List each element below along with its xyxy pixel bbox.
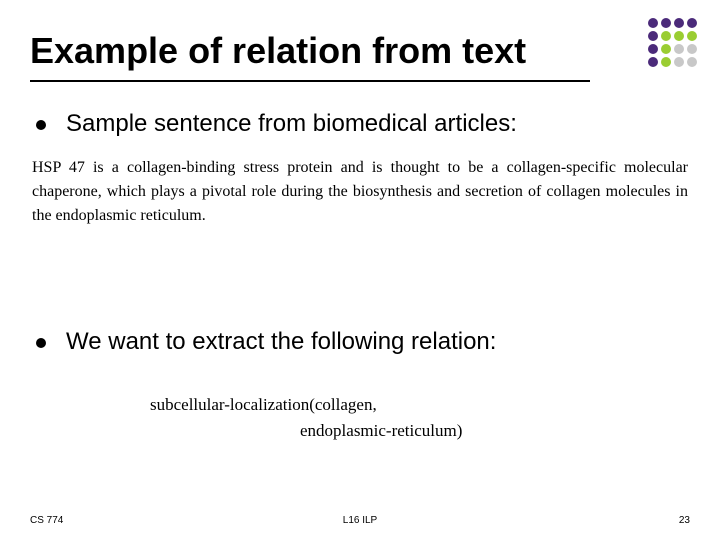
relation-line-2: endoplasmic-reticulum) <box>150 418 690 444</box>
bullet-icon <box>36 338 46 348</box>
grid-dot <box>661 18 671 28</box>
grid-dot <box>674 18 684 28</box>
slide-title: Example of relation from text <box>30 30 690 72</box>
grid-dot <box>648 57 658 67</box>
footer-right: 23 <box>679 515 690 526</box>
bullet-item-1: Sample sentence from biomedical articles… <box>30 110 690 138</box>
grid-dot <box>687 57 697 67</box>
bullet-text-1: Sample sentence from biomedical articles… <box>66 110 517 138</box>
sample-sentence-excerpt: HSP 47 is a collagen-binding stress prot… <box>32 156 688 228</box>
grid-dot <box>648 44 658 54</box>
grid-dot <box>687 44 697 54</box>
grid-dot <box>674 44 684 54</box>
footer-center: L16 ILP <box>343 515 377 526</box>
relation-line-1: subcellular-localization(collagen, <box>150 392 690 418</box>
grid-dot <box>687 31 697 41</box>
grid-dot <box>661 31 671 41</box>
spacer <box>30 374 690 392</box>
title-row: Example of relation from text <box>30 30 690 72</box>
footer-left: CS 774 <box>30 515 63 526</box>
grid-dot <box>648 18 658 28</box>
slide-footer: CS 774 L16 ILP 23 <box>0 515 720 526</box>
bullet-item-2: We want to extract the following relatio… <box>30 328 690 356</box>
grid-dot <box>674 57 684 67</box>
grid-dot <box>687 18 697 28</box>
grid-dot <box>661 57 671 67</box>
grid-dot <box>674 31 684 41</box>
bullet-icon <box>36 120 46 130</box>
title-underline <box>30 80 590 82</box>
relation-expression: subcellular-localization(collagen, endop… <box>150 392 690 443</box>
grid-dot <box>661 44 671 54</box>
slide: Example of relation from text Sample sen… <box>0 0 720 540</box>
spacer <box>30 228 690 328</box>
grid-dot <box>648 31 658 41</box>
decorative-dot-grid <box>648 18 698 68</box>
bullet-text-2: We want to extract the following relatio… <box>66 328 496 356</box>
